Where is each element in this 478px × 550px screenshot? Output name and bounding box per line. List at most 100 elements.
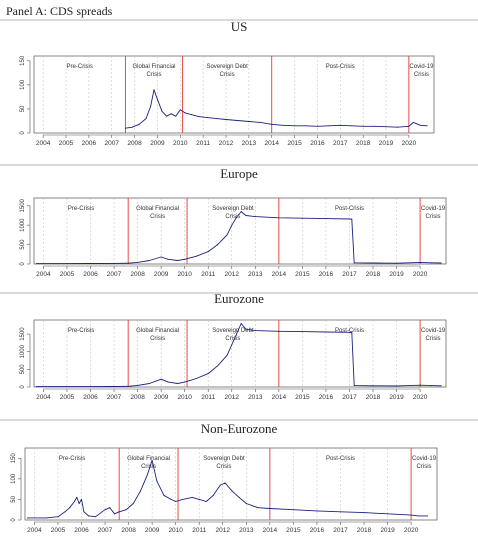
data-point bbox=[95, 516, 97, 518]
data-point bbox=[328, 125, 330, 127]
data-point bbox=[440, 262, 442, 264]
x-tick-label: 2020 bbox=[404, 527, 419, 534]
x-tick-label: 2020 bbox=[413, 271, 428, 278]
x-tick-label: 2010 bbox=[177, 271, 192, 278]
data-point bbox=[245, 503, 247, 505]
data-point bbox=[236, 119, 238, 121]
x-tick-label: 2008 bbox=[121, 527, 136, 534]
regime-label: Crisis bbox=[147, 72, 162, 78]
data-point bbox=[396, 385, 398, 387]
x-tick-label: 2004 bbox=[27, 527, 42, 534]
data-point bbox=[410, 514, 412, 516]
data-point bbox=[109, 507, 111, 509]
data-point bbox=[226, 354, 228, 356]
data-point bbox=[81, 498, 83, 500]
x-tick-label: 2007 bbox=[107, 394, 122, 401]
data-point bbox=[427, 515, 429, 517]
chart-title: Eurozone bbox=[214, 291, 264, 306]
data-point bbox=[179, 109, 181, 111]
data-point bbox=[419, 124, 421, 126]
regime-label: Crisis bbox=[426, 214, 441, 220]
x-tick-label: 2013 bbox=[242, 140, 257, 147]
data-point bbox=[167, 381, 169, 383]
data-point bbox=[184, 112, 186, 114]
data-point bbox=[412, 121, 414, 123]
data-point bbox=[156, 480, 158, 482]
regime-label: Crisis bbox=[220, 72, 235, 78]
data-point bbox=[374, 125, 376, 127]
chart-panel-2: Europe Pre-Crisis Global Financial Crisis So… bbox=[0, 164, 478, 278]
regime-label: Covid-19 bbox=[409, 64, 434, 70]
data-point bbox=[138, 123, 140, 125]
data-point bbox=[170, 113, 172, 115]
data-point bbox=[148, 260, 150, 262]
x-tick-label: 2011 bbox=[192, 527, 206, 534]
chart-title: US bbox=[231, 19, 248, 34]
regime-label: Crisis bbox=[426, 336, 441, 342]
x-tick-label: 2017 bbox=[333, 140, 348, 147]
data-point bbox=[191, 496, 193, 498]
data-point bbox=[225, 119, 227, 121]
data-point bbox=[195, 255, 197, 257]
data-point bbox=[396, 262, 398, 264]
x-tick-label: 2012 bbox=[225, 271, 240, 278]
data-point bbox=[271, 123, 273, 125]
x-tick-label: 2006 bbox=[83, 394, 98, 401]
x-tick-label: 2016 bbox=[310, 140, 325, 147]
regime-label: Pre-Crisis bbox=[68, 328, 94, 334]
data-point bbox=[245, 214, 247, 216]
data-point bbox=[198, 498, 200, 500]
regime-label: Crisis bbox=[225, 214, 240, 220]
regime-label: Crisis bbox=[225, 336, 240, 342]
data-point bbox=[238, 496, 240, 498]
y-tick-label: 1500 bbox=[20, 198, 26, 212]
data-point bbox=[426, 125, 428, 127]
regime-label: Crisis bbox=[141, 464, 156, 470]
data-point bbox=[146, 474, 148, 476]
regime-label: Crisis bbox=[414, 72, 429, 78]
x-tick-label: 2015 bbox=[295, 394, 310, 401]
regime-label: Crisis bbox=[150, 336, 165, 342]
data-point bbox=[160, 256, 162, 258]
data-point bbox=[301, 217, 303, 219]
data-point bbox=[387, 513, 389, 515]
y-tick-label: 50 bbox=[20, 105, 26, 112]
data-point bbox=[301, 331, 303, 333]
regime-label: Covid-19 bbox=[421, 206, 446, 212]
x-tick-label: 2005 bbox=[60, 394, 75, 401]
data-point bbox=[66, 263, 68, 265]
data-point bbox=[35, 386, 37, 388]
x-tick-label: 2012 bbox=[225, 394, 240, 401]
x-tick-label: 2013 bbox=[248, 271, 263, 278]
x-tick-label: 2006 bbox=[83, 271, 98, 278]
x-tick-label: 2009 bbox=[150, 140, 165, 147]
chart-title: Non-Eurozone bbox=[201, 421, 278, 436]
data-point bbox=[118, 511, 120, 513]
y-tick-label: 1500 bbox=[20, 327, 26, 341]
x-tick-label: 2005 bbox=[60, 271, 75, 278]
chart-panel-3: Eurozone Pre-Crisis Global Financial Crisis… bbox=[0, 291, 478, 401]
regime-label: Global Financial bbox=[132, 64, 175, 70]
x-tick-label: 2018 bbox=[366, 271, 381, 278]
x-tick-label: 2018 bbox=[356, 140, 371, 147]
y-tick-label: 500 bbox=[20, 364, 26, 375]
y-tick-label: 0 bbox=[20, 262, 26, 266]
data-point bbox=[177, 382, 179, 384]
series-line bbox=[125, 89, 428, 129]
panel-title: Panel A: CDS spreads bbox=[6, 4, 113, 18]
data-point bbox=[207, 251, 209, 253]
data-point bbox=[217, 244, 219, 246]
chart-panel-1: US Pre-Crisis Global Financial Crisis Sovere… bbox=[0, 19, 478, 147]
data-point bbox=[66, 386, 68, 388]
data-point bbox=[372, 262, 374, 264]
regime-label: Crisis bbox=[417, 464, 432, 470]
data-point bbox=[231, 490, 233, 492]
x-tick-label: 2004 bbox=[36, 140, 51, 147]
data-point bbox=[198, 116, 200, 118]
plot-frame bbox=[33, 55, 435, 134]
data-point bbox=[216, 118, 218, 120]
x-tick-label: 2019 bbox=[389, 394, 404, 401]
regime-label: Global Financial bbox=[136, 328, 179, 334]
x-tick-label: 2011 bbox=[196, 140, 210, 147]
x-tick-label: 2008 bbox=[130, 271, 145, 278]
